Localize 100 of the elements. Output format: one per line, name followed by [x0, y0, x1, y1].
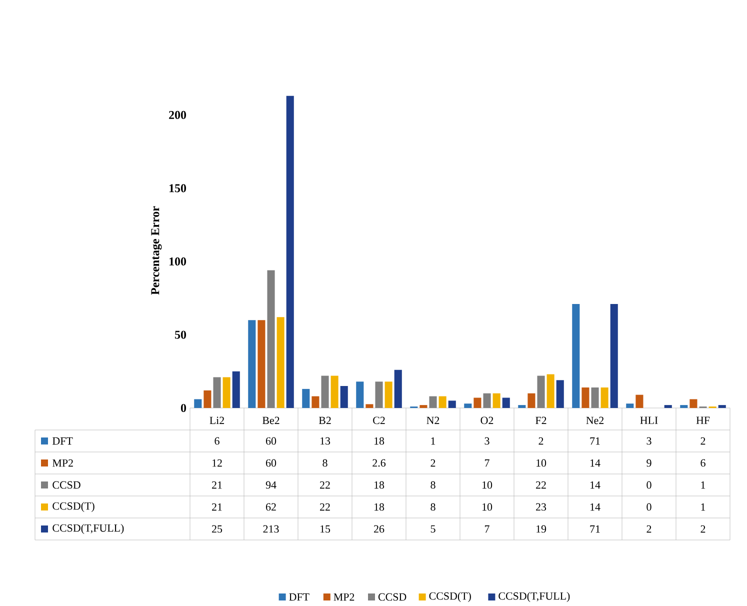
x-tick-label: B2 [318, 416, 331, 424]
x-tick-label: O2 [480, 416, 494, 424]
bar [429, 396, 437, 408]
bar [492, 393, 500, 408]
x-tick-label: Li2 [210, 416, 224, 424]
y-tick-label: 50 [175, 330, 186, 339]
data-label: 12 [212, 459, 222, 467]
data-label: 22 [320, 503, 330, 511]
bar [312, 396, 320, 408]
data-label: 60 [266, 459, 276, 467]
data-label: 18 [374, 481, 384, 489]
bar [636, 394, 644, 408]
data-label: 18 [374, 437, 384, 445]
data-label: 10 [482, 481, 492, 489]
bar [556, 380, 564, 408]
y-tick-label: 200 [169, 110, 186, 119]
bar [356, 382, 364, 408]
data-label: 23 [536, 503, 546, 511]
bar [232, 371, 240, 408]
text: CCSD(T) [429, 592, 471, 602]
y-tick-label: 150 [170, 184, 186, 192]
legend-label: DFT [52, 437, 73, 445]
data-label: 60 [266, 437, 276, 445]
bar [267, 270, 275, 408]
data-label: 22 [536, 481, 546, 489]
bar [258, 320, 266, 408]
data-label: 2 [700, 525, 706, 533]
bar [394, 370, 402, 408]
bar [248, 320, 256, 408]
bar [340, 386, 348, 408]
data-label: 2 [538, 437, 544, 445]
bar [483, 393, 491, 408]
data-label: 1 [431, 437, 436, 445]
data-label: 62 [266, 503, 276, 511]
data-label: 2 [646, 525, 652, 533]
bar [213, 377, 221, 408]
data-label: 26 [374, 525, 384, 533]
data-label: 2 [430, 459, 436, 467]
y-tick-label: 0 [180, 404, 186, 412]
x-tick-label: Ne2 [586, 416, 604, 424]
data-label: 18 [374, 503, 384, 511]
x-tick-label: Be2 [262, 416, 280, 424]
bar [591, 387, 599, 408]
bar [384, 382, 392, 408]
bar [204, 390, 212, 408]
bar [537, 376, 545, 408]
bar [420, 405, 428, 408]
data-label: 6 [214, 437, 220, 445]
bar [286, 96, 294, 408]
data-label: 8 [430, 481, 436, 489]
bar [546, 374, 554, 408]
bar [610, 304, 618, 408]
data-label: 9 [646, 459, 652, 467]
x-tick-label: F2 [536, 416, 546, 424]
data-label: 22 [320, 481, 330, 489]
x-tick-label: HF [696, 416, 710, 424]
data-label: 25 [212, 525, 222, 533]
legend-label: CCSD [52, 481, 80, 489]
y-tick-label: 100 [170, 257, 186, 266]
data-label: 0 [646, 503, 652, 511]
bar [690, 399, 698, 408]
bar [664, 405, 672, 408]
data-label: 14 [590, 481, 600, 489]
bar [375, 382, 383, 408]
data-label: 94 [266, 481, 276, 489]
data-label: 10 [482, 503, 492, 511]
x-tick-label: HLI [640, 416, 658, 424]
bar [474, 398, 482, 408]
x-tick-label: N2 [426, 416, 440, 424]
data-label: 2 [700, 437, 706, 445]
data-label: 3 [484, 437, 490, 445]
data-label: 71 [590, 525, 600, 533]
legend-label: CCSD(T,FULL) [52, 524, 124, 534]
data-label: 2.6 [372, 459, 386, 467]
data-label: 14 [590, 459, 600, 467]
bar [600, 387, 608, 408]
data-label: 13 [320, 437, 330, 445]
bar [276, 317, 284, 408]
data-label: 6 [700, 459, 706, 467]
text: DFT [289, 593, 310, 601]
text: CCSD(T,FULL) [498, 592, 570, 602]
data-label: 21 [212, 481, 222, 489]
bar [366, 404, 374, 408]
data-label: 10 [536, 459, 546, 467]
bar [448, 400, 456, 408]
legend-label: CCSD(T) [52, 502, 94, 512]
bar [626, 404, 634, 408]
bar [528, 393, 536, 408]
bar [438, 396, 446, 408]
data-label: 3 [646, 437, 652, 445]
data-label: 8 [430, 503, 436, 511]
bar [194, 399, 202, 408]
data-label: 8 [322, 459, 328, 467]
bar [718, 405, 726, 408]
bar [330, 376, 338, 408]
bar [222, 377, 230, 408]
data-label: 71 [590, 437, 600, 445]
bar [572, 304, 580, 408]
text: MP2 [334, 593, 354, 601]
data-label: 19 [536, 525, 546, 533]
